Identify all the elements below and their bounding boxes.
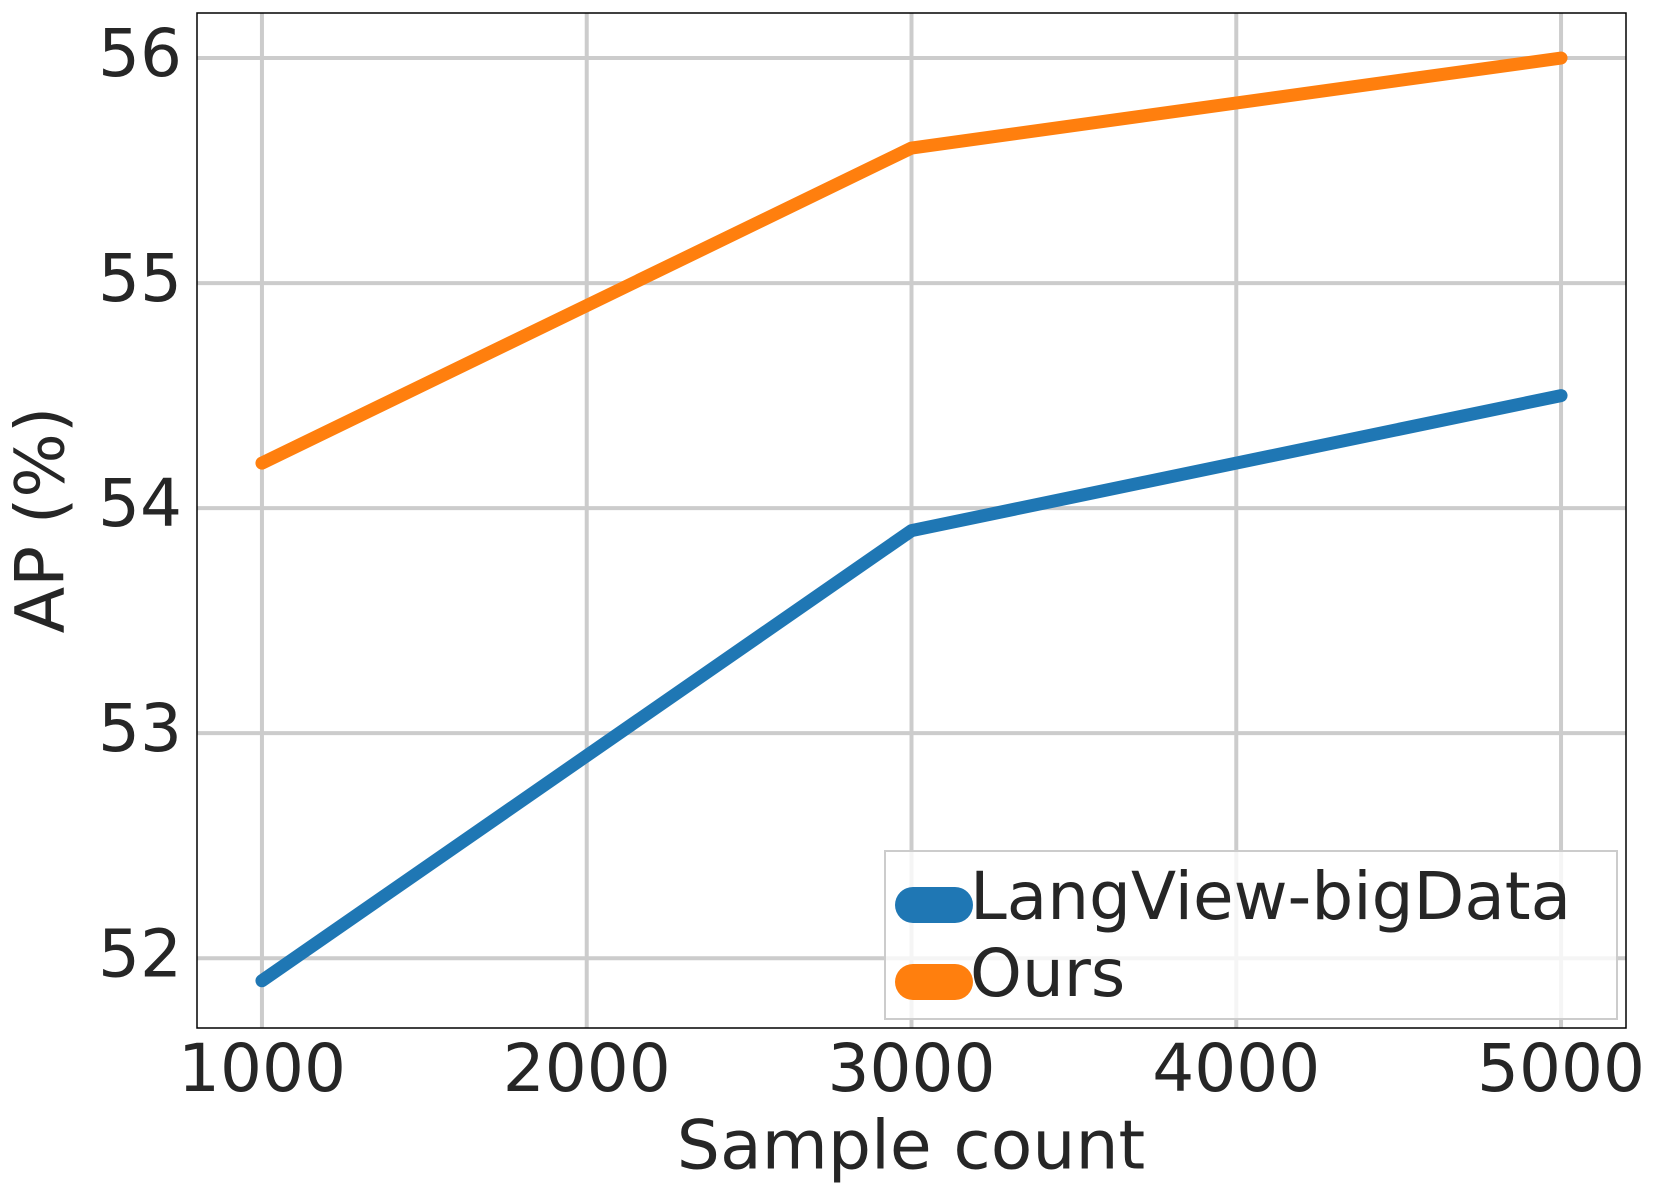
legend-label: LangView-bigData [970, 858, 1571, 935]
line [255, 51, 1568, 470]
x-tick-label: 1000 [178, 1030, 346, 1107]
x-tick-label: 4000 [1152, 1030, 1320, 1107]
legend-box [884, 850, 1618, 1020]
y-tick-label: 56 [98, 15, 182, 92]
y-tick-label: 55 [98, 240, 182, 317]
x-tick-label: 5000 [1477, 1030, 1645, 1107]
line [255, 389, 1568, 988]
y-tick-label: 53 [98, 690, 182, 767]
y-axis-label: AP (%) [2, 407, 81, 634]
plot-frame [196, 12, 1627, 1029]
legend-label: Ours [970, 935, 1125, 1012]
x-tick-label: 3000 [828, 1030, 996, 1107]
x-tick-label: 2000 [503, 1030, 671, 1107]
y-tick-label: 54 [98, 465, 182, 542]
y-tick-label: 52 [98, 915, 182, 992]
x-axis-label: Sample count [677, 1107, 1145, 1186]
